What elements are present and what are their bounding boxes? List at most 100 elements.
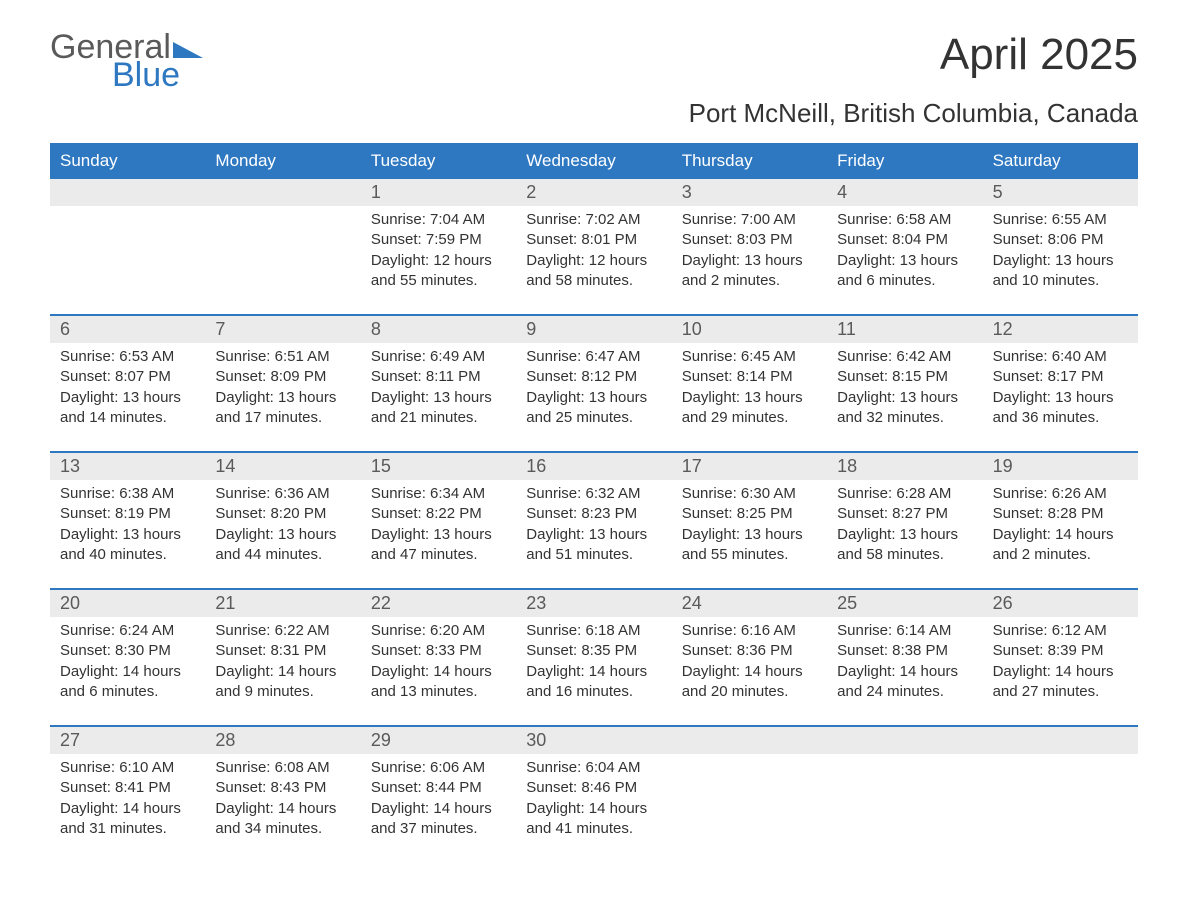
sunset-text: Sunset: 8:27 PM	[837, 504, 972, 524]
day-number: 11	[827, 316, 982, 343]
daylight-text: Daylight: 14 hours and 6 minutes.	[60, 662, 195, 703]
sunset-text: Sunset: 8:36 PM	[682, 641, 817, 661]
sunrise-text: Sunrise: 6:26 AM	[993, 484, 1128, 504]
sunset-text: Sunset: 8:17 PM	[993, 367, 1128, 387]
day-cell: Sunrise: 6:49 AMSunset: 8:11 PMDaylight:…	[361, 343, 516, 435]
day-cell: Sunrise: 6:53 AMSunset: 8:07 PMDaylight:…	[50, 343, 205, 435]
sunset-text: Sunset: 8:11 PM	[371, 367, 506, 387]
day-cell: Sunrise: 6:08 AMSunset: 8:43 PMDaylight:…	[205, 754, 360, 846]
sunset-text: Sunset: 8:14 PM	[682, 367, 817, 387]
day-number: 9	[516, 316, 671, 343]
day-cell: Sunrise: 6:30 AMSunset: 8:25 PMDaylight:…	[672, 480, 827, 572]
day-number: 6	[50, 316, 205, 343]
sunrise-text: Sunrise: 7:04 AM	[371, 210, 506, 230]
sunrise-text: Sunrise: 6:12 AM	[993, 621, 1128, 641]
day-number: 28	[205, 727, 360, 754]
daylight-text: Daylight: 13 hours and 25 minutes.	[526, 388, 661, 429]
sunrise-text: Sunrise: 7:02 AM	[526, 210, 661, 230]
weekday-header: Sunday	[50, 143, 205, 179]
sunrise-text: Sunrise: 6:36 AM	[215, 484, 350, 504]
day-number: 27	[50, 727, 205, 754]
sunset-text: Sunset: 8:25 PM	[682, 504, 817, 524]
sunset-text: Sunset: 8:23 PM	[526, 504, 661, 524]
day-number: 15	[361, 453, 516, 480]
day-number: 10	[672, 316, 827, 343]
sunrise-text: Sunrise: 6:14 AM	[837, 621, 972, 641]
day-number: 7	[205, 316, 360, 343]
sunrise-text: Sunrise: 6:53 AM	[60, 347, 195, 367]
sunrise-text: Sunrise: 6:51 AM	[215, 347, 350, 367]
day-number: 8	[361, 316, 516, 343]
sunset-text: Sunset: 8:31 PM	[215, 641, 350, 661]
daylight-text: Daylight: 13 hours and 32 minutes.	[837, 388, 972, 429]
sunset-text: Sunset: 8:12 PM	[526, 367, 661, 387]
page-title: April 2025	[940, 30, 1138, 80]
day-number: 12	[983, 316, 1138, 343]
sunrise-text: Sunrise: 6:38 AM	[60, 484, 195, 504]
day-number: 13	[50, 453, 205, 480]
daylight-text: Daylight: 13 hours and 58 minutes.	[837, 525, 972, 566]
calendar: Sunday Monday Tuesday Wednesday Thursday…	[50, 143, 1138, 846]
day-number: 21	[205, 590, 360, 617]
weekday-header: Saturday	[983, 143, 1138, 179]
calendar-week: 1 2 3 4 5 Sunrise: 7:04 AMSunset: 7:59 P…	[50, 179, 1138, 298]
day-number: 24	[672, 590, 827, 617]
day-cell: Sunrise: 6:10 AMSunset: 8:41 PMDaylight:…	[50, 754, 205, 846]
daylight-text: Daylight: 13 hours and 44 minutes.	[215, 525, 350, 566]
sunrise-text: Sunrise: 6:40 AM	[993, 347, 1128, 367]
day-cell: Sunrise: 6:28 AMSunset: 8:27 PMDaylight:…	[827, 480, 982, 572]
calendar-week: 27 28 29 30 Sunrise: 6:10 AMSunset: 8:41…	[50, 725, 1138, 846]
sunrise-text: Sunrise: 6:45 AM	[682, 347, 817, 367]
sunset-text: Sunset: 8:43 PM	[215, 778, 350, 798]
sunrise-text: Sunrise: 6:04 AM	[526, 758, 661, 778]
day-number: 26	[983, 590, 1138, 617]
day-cell: Sunrise: 7:04 AMSunset: 7:59 PMDaylight:…	[361, 206, 516, 298]
sunset-text: Sunset: 8:33 PM	[371, 641, 506, 661]
day-number: 22	[361, 590, 516, 617]
calendar-week: 13 14 15 16 17 18 19 Sunrise: 6:38 AMSun…	[50, 451, 1138, 572]
daylight-text: Daylight: 14 hours and 34 minutes.	[215, 799, 350, 840]
day-number	[983, 727, 1138, 754]
day-number: 23	[516, 590, 671, 617]
sunrise-text: Sunrise: 6:20 AM	[371, 621, 506, 641]
sunset-text: Sunset: 8:41 PM	[60, 778, 195, 798]
daylight-text: Daylight: 13 hours and 10 minutes.	[993, 251, 1128, 292]
day-number: 30	[516, 727, 671, 754]
daylight-text: Daylight: 13 hours and 29 minutes.	[682, 388, 817, 429]
daylight-text: Daylight: 13 hours and 6 minutes.	[837, 251, 972, 292]
daylight-text: Daylight: 14 hours and 16 minutes.	[526, 662, 661, 703]
sunrise-text: Sunrise: 6:55 AM	[993, 210, 1128, 230]
sunrise-text: Sunrise: 6:47 AM	[526, 347, 661, 367]
sunrise-text: Sunrise: 6:08 AM	[215, 758, 350, 778]
sunset-text: Sunset: 8:30 PM	[60, 641, 195, 661]
sunrise-text: Sunrise: 6:32 AM	[526, 484, 661, 504]
day-cell: Sunrise: 6:18 AMSunset: 8:35 PMDaylight:…	[516, 617, 671, 709]
sunrise-text: Sunrise: 6:06 AM	[371, 758, 506, 778]
sunrise-text: Sunrise: 6:34 AM	[371, 484, 506, 504]
day-number: 14	[205, 453, 360, 480]
daylight-text: Daylight: 13 hours and 51 minutes.	[526, 525, 661, 566]
day-cell	[827, 754, 982, 846]
sunrise-text: Sunrise: 6:42 AM	[837, 347, 972, 367]
day-cell: Sunrise: 6:12 AMSunset: 8:39 PMDaylight:…	[983, 617, 1138, 709]
daylight-text: Daylight: 13 hours and 2 minutes.	[682, 251, 817, 292]
day-number: 17	[672, 453, 827, 480]
daylight-text: Daylight: 12 hours and 58 minutes.	[526, 251, 661, 292]
daylight-text: Daylight: 13 hours and 55 minutes.	[682, 525, 817, 566]
day-cell: Sunrise: 6:20 AMSunset: 8:33 PMDaylight:…	[361, 617, 516, 709]
day-number: 5	[983, 179, 1138, 206]
daylight-text: Daylight: 13 hours and 17 minutes.	[215, 388, 350, 429]
sunrise-text: Sunrise: 6:58 AM	[837, 210, 972, 230]
sunrise-text: Sunrise: 6:18 AM	[526, 621, 661, 641]
sunset-text: Sunset: 8:15 PM	[837, 367, 972, 387]
day-cell: Sunrise: 6:26 AMSunset: 8:28 PMDaylight:…	[983, 480, 1138, 572]
sunset-text: Sunset: 8:22 PM	[371, 504, 506, 524]
day-number: 4	[827, 179, 982, 206]
sunrise-text: Sunrise: 6:10 AM	[60, 758, 195, 778]
day-cell: Sunrise: 6:47 AMSunset: 8:12 PMDaylight:…	[516, 343, 671, 435]
day-cell	[50, 206, 205, 298]
day-number: 25	[827, 590, 982, 617]
day-number: 20	[50, 590, 205, 617]
sunrise-text: Sunrise: 6:30 AM	[682, 484, 817, 504]
day-cell: Sunrise: 6:32 AMSunset: 8:23 PMDaylight:…	[516, 480, 671, 572]
